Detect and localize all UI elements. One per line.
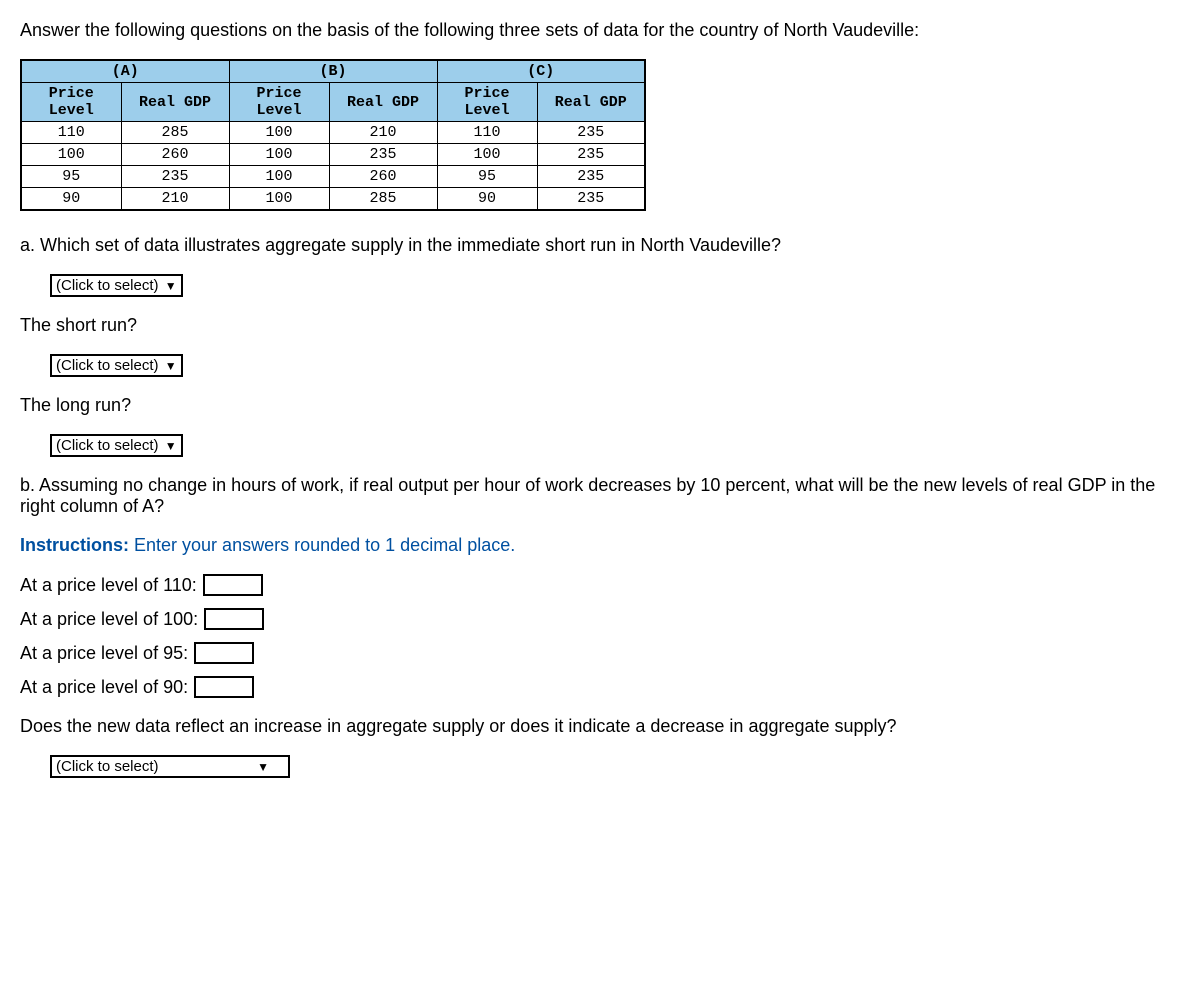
table-row: 100260 100235 100235	[21, 144, 645, 166]
table-col-header: Price Level Real GDP Price Level Real GD…	[21, 83, 645, 122]
table-row: 90210 100285 90235	[21, 188, 645, 211]
col-price-level-b: Price Level	[229, 83, 329, 122]
col-real-gdp-c: Real GDP	[537, 83, 645, 122]
col-price-level-c: Price Level	[437, 83, 537, 122]
instructions-text: Enter your answers rounded to 1 decimal …	[129, 535, 515, 555]
select-placeholder: (Click to select)	[56, 277, 159, 294]
select-aggregate-supply-change[interactable]: (Click to select) ▼	[50, 755, 290, 778]
data-table: (A) (B) (C) Price Level Real GDP Price L…	[20, 59, 646, 211]
group-a: (A)	[21, 60, 229, 83]
label-price-110: At a price level of 110:	[20, 575, 197, 596]
input-price-95[interactable]	[194, 642, 254, 664]
col-real-gdp-b: Real GDP	[329, 83, 437, 122]
label-price-90: At a price level of 90:	[20, 677, 188, 698]
input-price-100[interactable]	[204, 608, 264, 630]
select-immediate-short-run[interactable]: (Click to select) ▼	[50, 274, 183, 297]
chevron-down-icon: ▼	[257, 760, 269, 774]
group-b: (B)	[229, 60, 437, 83]
question-long-run: The long run?	[20, 395, 1180, 416]
label-price-100: At a price level of 100:	[20, 609, 198, 630]
question-short-run: The short run?	[20, 315, 1180, 336]
intro-text: Answer the following questions on the ba…	[20, 20, 1180, 41]
input-price-90[interactable]	[194, 676, 254, 698]
col-real-gdp-a: Real GDP	[121, 83, 229, 122]
select-placeholder: (Click to select)	[56, 357, 159, 374]
chevron-down-icon: ▼	[165, 359, 177, 373]
table-row: 95235 100260 95235	[21, 166, 645, 188]
instructions-label: Instructions:	[20, 535, 129, 555]
select-placeholder: (Click to select)	[56, 758, 251, 775]
table-group-header: (A) (B) (C)	[21, 60, 645, 83]
table-row: 110285 100210 110235	[21, 122, 645, 144]
select-placeholder: (Click to select)	[56, 437, 159, 454]
question-b: b. Assuming no change in hours of work, …	[20, 475, 1180, 517]
question-reflect: Does the new data reflect an increase in…	[20, 716, 1180, 737]
select-long-run[interactable]: (Click to select) ▼	[50, 434, 183, 457]
input-price-110[interactable]	[203, 574, 263, 596]
instructions: Instructions: Enter your answers rounded…	[20, 535, 1180, 556]
select-short-run[interactable]: (Click to select) ▼	[50, 354, 183, 377]
label-price-95: At a price level of 95:	[20, 643, 188, 664]
chevron-down-icon: ▼	[165, 279, 177, 293]
group-c: (C)	[437, 60, 645, 83]
question-a: a. Which set of data illustrates aggrega…	[20, 235, 1180, 256]
chevron-down-icon: ▼	[165, 439, 177, 453]
col-price-level-a: Price Level	[21, 83, 121, 122]
